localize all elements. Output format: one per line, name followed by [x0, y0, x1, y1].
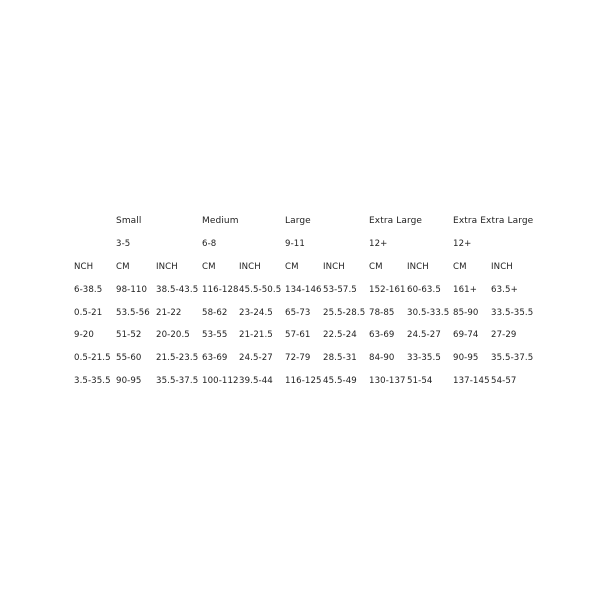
- measurement-cell: 20-20.5: [156, 330, 190, 341]
- age-range: 6-8: [202, 239, 217, 250]
- measurement-cell: 38.5-43.5: [156, 284, 199, 295]
- measurement-cell: 27-29: [491, 330, 517, 341]
- measurement-cell: 21.5-23.5: [156, 353, 199, 364]
- measurement-cell: 9-20: [74, 330, 94, 341]
- measurement-cell: 116-125: [285, 375, 322, 386]
- measurement-cell: 72-79: [285, 353, 311, 364]
- measurement-cell: 24.5-27: [407, 330, 441, 341]
- unit-header: INCH: [239, 261, 261, 272]
- measurement-cell: 84-90: [369, 353, 395, 364]
- measurement-cell: 51-52: [116, 330, 142, 341]
- empty-cell: [74, 233, 116, 256]
- measurement-cell: 60-63.5: [407, 284, 441, 295]
- measurement-cell: 35.5-37.5: [491, 353, 534, 364]
- unit-header: CM: [116, 261, 130, 272]
- measurement-cell: 21-21.5: [239, 330, 273, 341]
- table-row: 9-20 51-52 20-20.5 53-55 21-21.5 57-61 22.5-24…: [74, 324, 544, 347]
- measurement-cell: 63.5+: [491, 284, 518, 295]
- measurement-cell: 45.5-49: [323, 375, 357, 386]
- size-name: Extra Extra Large: [453, 216, 534, 227]
- age-range: 3-5: [116, 239, 131, 250]
- unit-header: CM: [453, 261, 467, 272]
- size-name: Extra Large: [369, 216, 423, 227]
- measurement-cell: 3.5-35.5: [74, 375, 111, 386]
- measurement-cell: 23-24.5: [239, 307, 273, 318]
- measurement-cell: 55-60: [116, 353, 142, 364]
- measurement-cell: 33.5-35.5: [491, 307, 534, 318]
- measurement-cell: 0.5-21.5: [74, 353, 111, 364]
- unit-header: INCH: [407, 261, 429, 272]
- measurement-cell: 134-146: [285, 284, 322, 295]
- measurement-cell: 100-112: [202, 375, 239, 386]
- measurement-cell: 35.5-37.5: [156, 375, 199, 386]
- measurement-cell: 28.5-31: [323, 353, 357, 364]
- measurement-cell: 30.5-33.5: [407, 307, 450, 318]
- unit-header: INCH: [491, 261, 513, 272]
- measurement-cell: 22.5-24: [323, 330, 357, 341]
- measurement-cell: 98-110: [116, 284, 148, 295]
- age-range: 12+: [369, 239, 388, 250]
- measurement-cell: 137-145: [453, 375, 490, 386]
- size-table: Small Medium Large Extra Large Extra Extra L…: [74, 210, 544, 392]
- size-name-row: Small Medium Large Extra Large Extra Extra L…: [74, 210, 544, 233]
- measurement-cell: 63-69: [369, 330, 395, 341]
- measurement-cell: 6-38.5: [74, 284, 103, 295]
- age-range: 9-11: [285, 239, 305, 250]
- measurement-cell: 130-137: [369, 375, 406, 386]
- measurement-cell: 63-69: [202, 353, 228, 364]
- measurement-cell: 33-35.5: [407, 353, 441, 364]
- size-chart: Small Medium Large Extra Large Extra Extra L…: [74, 210, 544, 392]
- unit-header: INCH: [323, 261, 345, 272]
- unit-header: CM: [369, 261, 383, 272]
- measurement-cell: 152-161: [369, 284, 406, 295]
- table-row: 6-38.5 98-110 38.5-43.5 116-128 45.5-50.5 134…: [74, 278, 544, 301]
- age-range: 12+: [453, 239, 472, 250]
- measurement-cell: 78-85: [369, 307, 395, 318]
- measurement-cell: 58-62: [202, 307, 228, 318]
- unit-header: INCH: [156, 261, 178, 272]
- measurement-cell: 0.5-21: [74, 307, 103, 318]
- measurement-cell: 25.5-28.5: [323, 307, 366, 318]
- measurement-cell: 54-57: [491, 375, 517, 386]
- measurement-cell: 65-73: [285, 307, 311, 318]
- measurement-cell: 24.5-27: [239, 353, 273, 364]
- measurement-cell: 39.5-44: [239, 375, 273, 386]
- table-row: 0.5-21 53.5-56 21-22 58-62 23-24.5 65-73 25.5-…: [74, 301, 544, 324]
- unit-header: NCH: [74, 261, 94, 272]
- table-row: 0.5-21.5 55-60 21.5-23.5 63-69 24.5-27 72-79 2…: [74, 347, 544, 370]
- measurement-cell: 57-61: [285, 330, 311, 341]
- measurement-cell: 90-95: [453, 353, 479, 364]
- measurement-cell: 85-90: [453, 307, 479, 318]
- table-row: 3.5-35.5 90-95 35.5-37.5 100-112 39.5-44 116-…: [74, 370, 544, 393]
- age-row: 3-5 6-8 9-11 12+ 12+: [74, 233, 544, 256]
- measurement-cell: 116-128: [202, 284, 239, 295]
- unit-header: CM: [285, 261, 299, 272]
- size-name: Medium: [202, 216, 239, 227]
- measurement-cell: 53-57.5: [323, 284, 357, 295]
- measurement-cell: 69-74: [453, 330, 479, 341]
- measurement-cell: 161+: [453, 284, 478, 295]
- unit-header: CM: [202, 261, 216, 272]
- measurement-cell: 51-54: [407, 375, 433, 386]
- measurement-cell: 53-55: [202, 330, 228, 341]
- measurement-cell: 90-95: [116, 375, 142, 386]
- empty-cell: [74, 210, 116, 233]
- unit-header-row: NCH CM INCH CM INCH CM INCH CM INCH CM INCH: [74, 256, 544, 279]
- size-name: Small: [116, 216, 142, 227]
- measurement-cell: 53.5-56: [116, 307, 150, 318]
- measurement-cell: 21-22: [156, 307, 182, 318]
- measurement-cell: 45.5-50.5: [239, 284, 282, 295]
- size-name: Large: [285, 216, 311, 227]
